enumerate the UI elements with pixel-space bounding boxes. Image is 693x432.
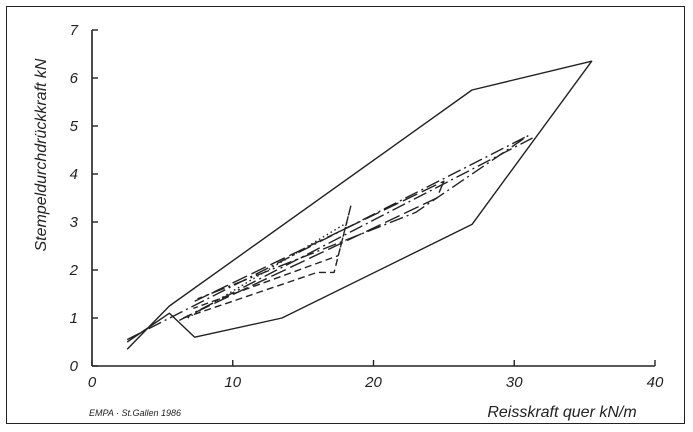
x-axis-title: Reisskraft quer kN/m	[487, 404, 636, 421]
x-tick-label: 40	[647, 374, 664, 391]
y-tick-label: 2	[69, 262, 79, 279]
series-line-5	[183, 204, 352, 319]
x-tick-label: 30	[506, 374, 523, 391]
x-tick-label: 0	[88, 374, 97, 391]
y-tick-label: 3	[70, 214, 79, 231]
x-tick-label: 10	[224, 374, 241, 391]
credit-text: EMPA · St.Gallen 1986	[89, 408, 181, 418]
y-tick-label: 7	[70, 22, 79, 39]
y-tick-label: 0	[70, 358, 79, 375]
y-tick-label: 4	[70, 166, 78, 183]
chart-frame	[6, 6, 685, 424]
series-line-3	[183, 180, 445, 319]
y-tick-label: 5	[70, 118, 79, 135]
x-tick-label: 20	[364, 374, 382, 391]
series-line-4	[178, 137, 533, 322]
series-line-1	[126, 60, 593, 350]
y-axis-title: Stempeldurchdrückkraft kN	[33, 58, 50, 251]
y-tick-label: 6	[70, 70, 79, 87]
y-tick-label: 1	[70, 310, 78, 327]
